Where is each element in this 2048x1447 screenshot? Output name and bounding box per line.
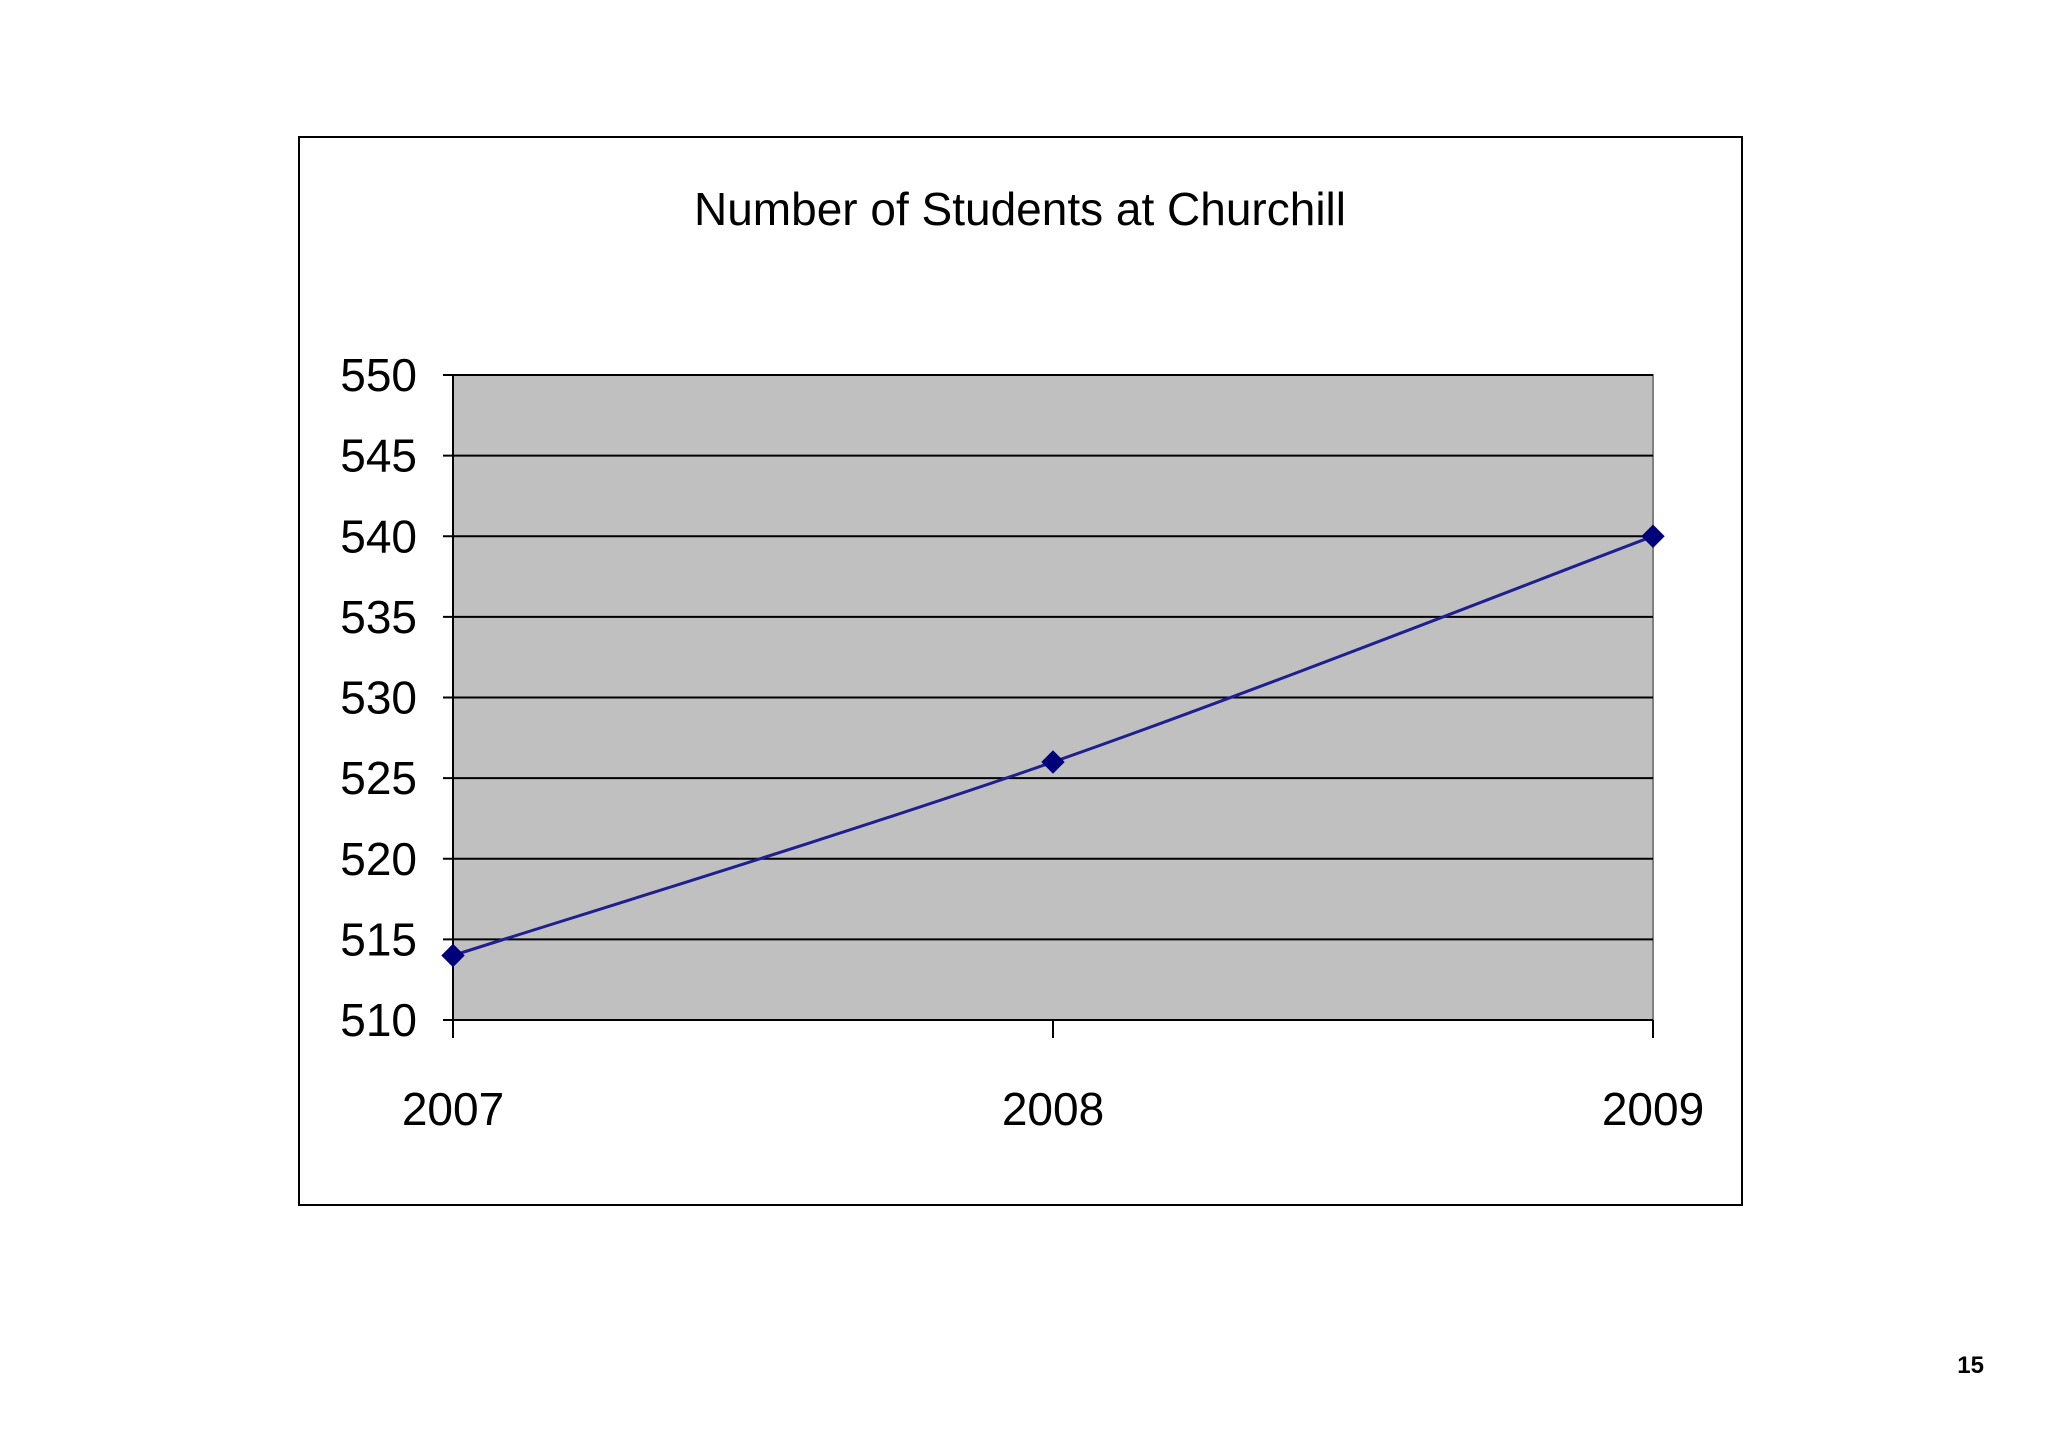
data-point-marker: [1041, 750, 1065, 774]
data-point-marker: [441, 943, 465, 968]
series-markers: [441, 524, 1665, 968]
y-tick-label: 530: [340, 672, 417, 724]
y-tick-label: 520: [340, 833, 417, 885]
y-axis-tick-labels: 550 545 540 535 530 525 520 515 510: [340, 349, 417, 1046]
x-tick-label: 2007: [402, 1083, 504, 1135]
y-tick-label: 545: [340, 430, 417, 482]
gridlines: [453, 374, 1653, 941]
y-tick-label: 540: [340, 510, 417, 562]
y-tick-label: 515: [340, 913, 417, 965]
y-tick-label: 525: [340, 752, 417, 804]
x-tick-label: 2008: [1002, 1083, 1104, 1135]
y-tick-label: 535: [340, 591, 417, 643]
x-axis-tick-labels: 2007 2008 2009: [402, 1083, 1704, 1135]
axes: [443, 374, 1654, 1038]
y-tick-label: 510: [340, 994, 417, 1046]
y-tick-label: 550: [340, 349, 417, 401]
data-point-marker: [1641, 524, 1665, 548]
chart-title: Number of Students at Churchill: [694, 183, 1346, 235]
x-tick-label: 2009: [1602, 1083, 1704, 1135]
page-number: 15: [1957, 1352, 1984, 1379]
